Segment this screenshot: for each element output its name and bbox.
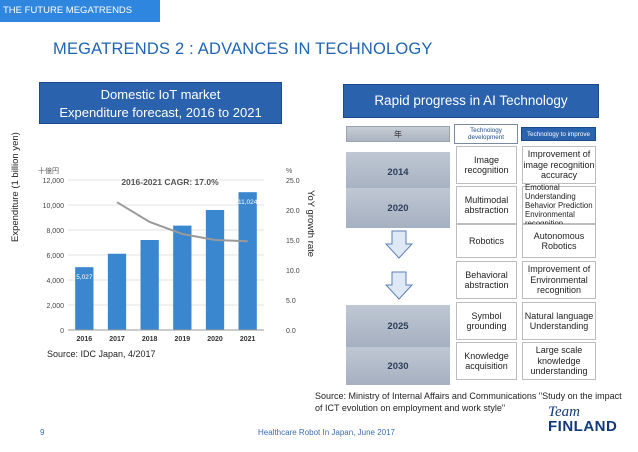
improve-cell: Large scale knowledge understanding xyxy=(522,342,596,380)
bar-data-label: 5,027 xyxy=(76,274,93,281)
col-tech-header: Technology development xyxy=(454,124,518,144)
down-arrow-icon xyxy=(384,230,414,259)
logo-team: Team xyxy=(548,404,580,420)
tech-cell: Image recognition xyxy=(456,146,517,184)
iot-header: Domestic IoT market Expenditure forecast… xyxy=(39,82,282,124)
x-tick-label: 2020 xyxy=(207,336,223,343)
unit-left-label: 十億円 xyxy=(38,166,59,175)
unit-right-label: % xyxy=(286,168,292,175)
section-label: THE FUTURE MEGATRENDS xyxy=(0,0,160,22)
improve-cell: Improvement of Environmental recognition xyxy=(522,261,596,299)
y2-tick-label: 20.0 xyxy=(286,208,300,215)
ai-source: Source: Ministry of Internal Affairs and… xyxy=(315,391,622,413)
page-title: MEGATRENDS 2 : ADVANCES IN TECHNOLOGY xyxy=(53,40,433,58)
year-row: 2025 xyxy=(346,305,450,347)
chart-title: 2016-2021 CAGR: 17.0% xyxy=(121,177,219,187)
col-improve-header: Technology to improve xyxy=(521,127,596,141)
y-tick-label: 8,000 xyxy=(46,228,64,235)
y2-tick-label: 0.0 xyxy=(286,328,296,335)
logo-finland: FINLAND xyxy=(548,418,618,435)
y-tick-label: 2,000 xyxy=(46,303,64,310)
ai-header: Rapid progress in AI Technology xyxy=(343,84,599,118)
footer-text: Healthcare Robot In Japan, June 2017 xyxy=(258,428,395,437)
iot-header-line2: Expenditure forecast, 2016 to 2021 xyxy=(59,105,262,120)
y-tick-label: 4,000 xyxy=(46,278,64,285)
x-tick-label: 2017 xyxy=(109,336,125,343)
y2-tick-label: 25.0 xyxy=(286,178,300,185)
x-tick-label: 2019 xyxy=(175,336,191,343)
improve-cell: Emotional Understanding Behavior Predict… xyxy=(522,183,596,228)
tech-cell: Robotics xyxy=(456,224,517,258)
iot-header-line1: Domestic IoT market xyxy=(100,87,221,102)
iot-chart: 十億円 % 0 2,000 4,000 6,000 8,000 10,000 12,000 0.0… xyxy=(38,166,300,343)
bar xyxy=(173,225,192,330)
year-row: 2030 xyxy=(346,347,450,385)
y2-tick-label: 5.0 xyxy=(286,298,296,305)
tech-cell: Behavioral abstraction xyxy=(456,261,517,299)
y2-tick-label: 15.0 xyxy=(286,238,300,245)
bar xyxy=(238,192,257,330)
y-tick-label: 0 xyxy=(60,328,64,335)
left-axis-title: Expenditure (1 billion yen) xyxy=(10,132,21,242)
improve-cell: Autonomous Robotics xyxy=(522,224,596,258)
bar xyxy=(107,253,127,330)
down-arrow-icon xyxy=(384,271,414,300)
y-tick-label: 12,000 xyxy=(43,178,65,185)
x-tick-label: 2021 xyxy=(240,336,256,343)
y-tick-label: 6,000 xyxy=(46,253,64,260)
tech-cell: Knowledge acquisition xyxy=(456,342,517,380)
right-axis-title: YoY growth rate xyxy=(305,190,316,258)
y2-tick-label: 10.0 xyxy=(286,268,300,275)
bar xyxy=(140,240,159,330)
tech-cell: Symbol grounding xyxy=(456,302,517,340)
improve-cell: Improvement of image recognition accurac… xyxy=(522,146,596,184)
bar xyxy=(75,267,94,330)
year-row: 2014 xyxy=(346,152,450,192)
growth-line xyxy=(116,201,248,243)
x-tick-label: 2016 xyxy=(77,336,93,343)
col-year-header: 年 xyxy=(346,126,450,142)
page-number: 9 xyxy=(40,428,45,437)
bar-data-label: 11,024 xyxy=(238,199,258,206)
improve-cell: Natural language Understanding xyxy=(522,302,596,340)
y-tick-label: 10,000 xyxy=(43,203,65,210)
iot-source: Source: IDC Japan, 4/2017 xyxy=(47,349,156,359)
x-tick-label: 2018 xyxy=(142,336,158,343)
bar xyxy=(205,210,225,330)
tech-cell: Multimodal abstraction xyxy=(456,186,517,224)
year-row: 2020 xyxy=(346,188,450,228)
